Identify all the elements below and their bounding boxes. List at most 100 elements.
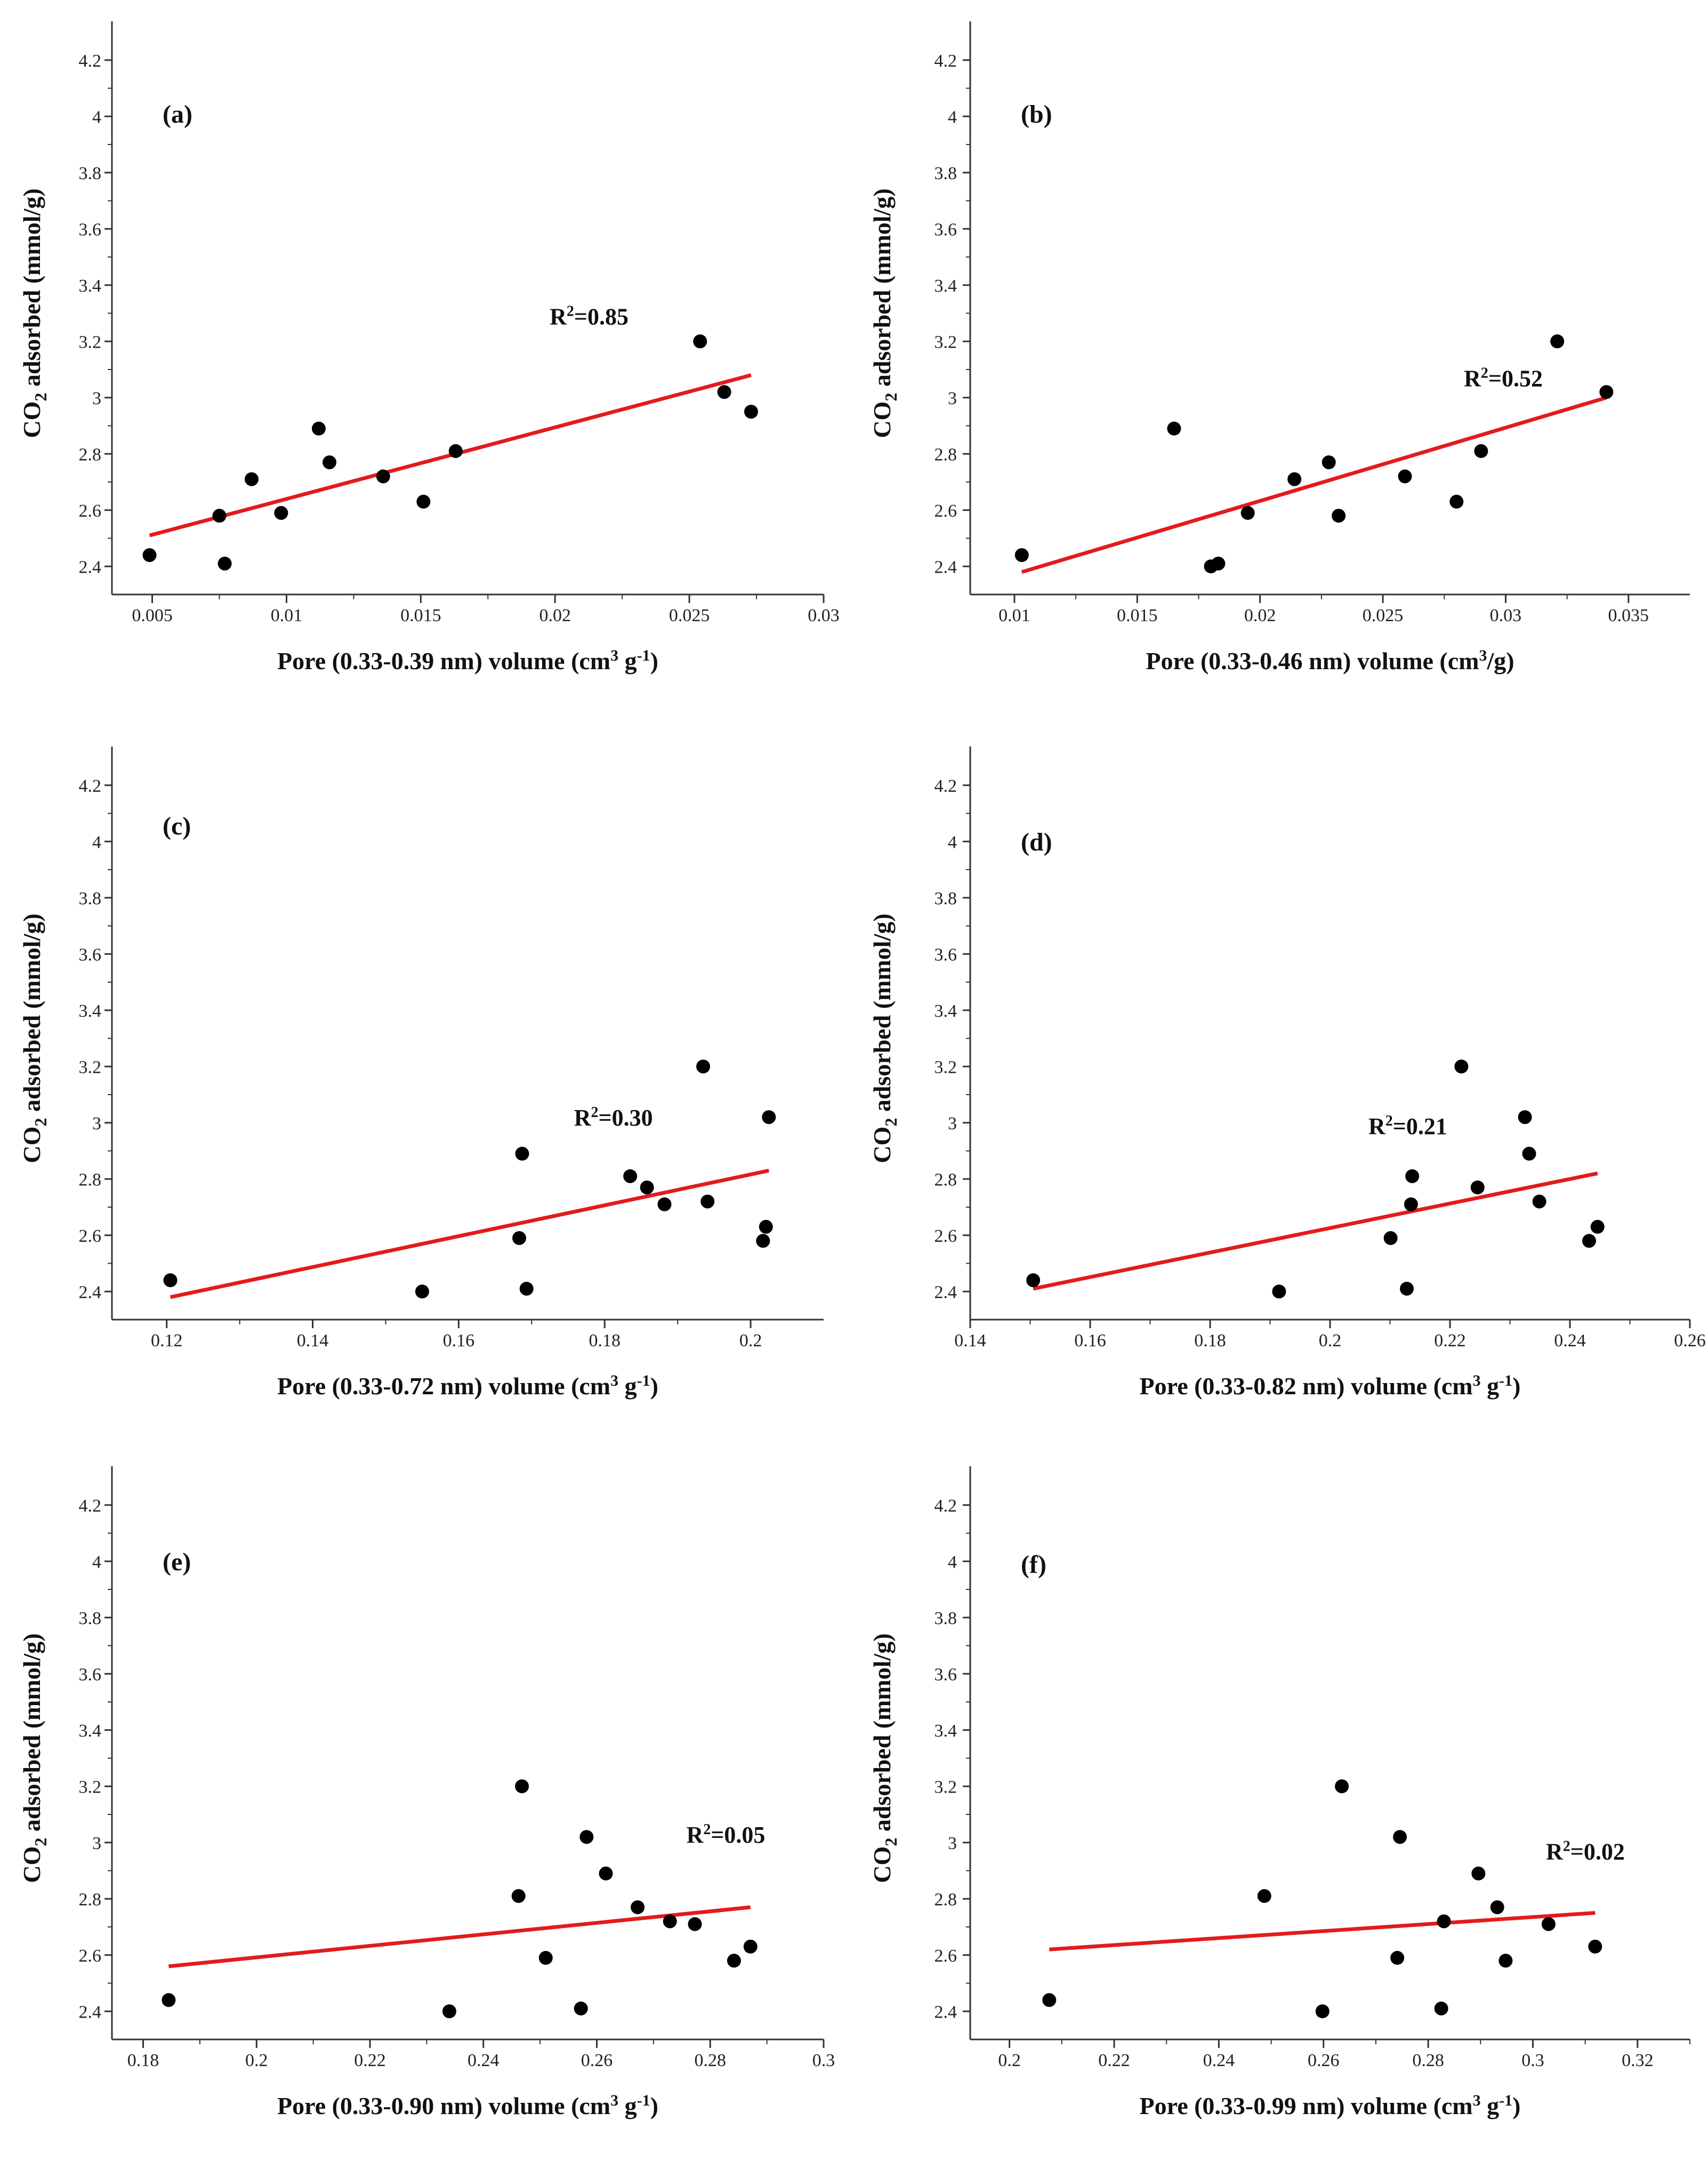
data-point	[1518, 1110, 1532, 1124]
data-point	[1490, 1900, 1504, 1915]
y-tick-label: 3.6	[79, 220, 102, 239]
y-tick-label: 2.8	[934, 445, 957, 464]
x-tick-label: 0.18	[1194, 1331, 1226, 1351]
panel-b: 2.4 2.6 2.8 3 3.2 3.4 3.6 3.8 4 4.2 0.01 0.015 0.02 0…	[868, 21, 1690, 674]
data-point	[759, 1219, 773, 1234]
data-point	[1434, 2001, 1448, 2015]
x-tick-label: 0.2	[1319, 1331, 1342, 1351]
y-tick-label: 2.6	[79, 1946, 102, 1966]
y-axis-title-part: adsorbed (mmol/g)	[18, 913, 45, 1118]
y-tick-label: 3.6	[934, 220, 957, 239]
x-tick-label: 0.02	[1244, 606, 1276, 625]
linear-fit-line	[168, 1905, 751, 1969]
y-tick-label: 2.6	[79, 501, 102, 521]
r-squared-label: R2=0.05	[687, 1821, 766, 1848]
x-tick-label: 0.18	[589, 1331, 621, 1351]
data-point	[1405, 1169, 1420, 1183]
data-point	[519, 1281, 534, 1296]
y-tick-label: 4	[948, 832, 957, 852]
r-squared-label: R2=0.30	[574, 1104, 653, 1131]
x-axis-title-part: Pore (0.33-0.72 nm) volume (cm	[277, 1372, 610, 1400]
data-point	[1400, 1281, 1414, 1296]
x-axis-title: Pore (0.33-0.82 nm) volume (cm3 g-1)	[1140, 1372, 1521, 1400]
data-point	[512, 1231, 527, 1246]
panel-letter: (d)	[1021, 828, 1052, 856]
y-tick-label: 4	[948, 107, 957, 127]
y-tick-label: 3	[92, 389, 101, 408]
x-tick-label: 0.01	[998, 606, 1030, 625]
y-axis-title-part: CO	[868, 401, 896, 438]
y-tick-label: 3.4	[79, 1721, 102, 1741]
data-point	[574, 2001, 588, 2015]
x-tick-label: 0.005	[132, 606, 173, 625]
panel-c: 2.4 2.6 2.8 3 3.2 3.4 3.6 3.8 4 4.2 0.12 0.14 0.16 0.…	[18, 746, 824, 1400]
y-tick-label: 3.2	[79, 1057, 102, 1077]
y-tick-label: 2.8	[934, 1890, 957, 1909]
linear-fit-line	[1049, 1911, 1596, 1951]
x-tick-label: 0.3	[812, 2051, 835, 2070]
y-tick-label: 3.8	[934, 1609, 957, 1628]
x-axis-title-part: g	[618, 1372, 637, 1400]
data-point	[663, 1914, 677, 1929]
r-squared-equals: =	[1570, 1838, 1584, 1865]
data-point	[1590, 1219, 1605, 1234]
panel-a: 2.4 2.6 2.8 3 3.2 3.4 3.6 3.8 4 4.2 0.005 0.01 0.015…	[18, 21, 840, 674]
data-point	[1532, 1194, 1546, 1209]
x-axis-title-part: -1	[1499, 1372, 1512, 1389]
data-point	[657, 1197, 672, 1211]
y-tick-label: 3.4	[934, 276, 957, 296]
x-tick-label: 0.26	[581, 2051, 613, 2070]
y-axis-title-sub: 2	[31, 393, 50, 401]
y-tick-label: 3	[92, 1834, 101, 1853]
r-squared-symbol: R	[1368, 1113, 1386, 1139]
data-point	[1454, 1059, 1469, 1074]
x-axis-title-part: Pore (0.33-0.90 nm) volume (cm	[277, 2092, 610, 2119]
data-point	[274, 506, 288, 520]
x-axis-title-part: )	[650, 2092, 658, 2119]
y-tick-label: 3.2	[934, 1057, 957, 1077]
y-axis-title-part: CO	[18, 1846, 45, 1883]
y-axis-title-sub: 2	[31, 1118, 50, 1127]
x-axis-title-part: Pore (0.33-0.46 nm) volume (cm	[1146, 647, 1479, 674]
data-point	[1582, 1234, 1596, 1248]
linear-fit-line	[170, 1169, 770, 1299]
y-tick-label: 3.6	[934, 945, 957, 965]
data-point	[1167, 421, 1181, 436]
y-axis-title: CO2 adsorbed (mmol/g)	[18, 188, 50, 438]
data-point	[1393, 1830, 1407, 1844]
data-point	[1588, 1939, 1602, 1954]
r-squared-symbol: R	[687, 1822, 704, 1848]
x-axis-title-part: g	[618, 647, 637, 674]
r-squared-exponent: 2	[1481, 365, 1488, 382]
data-point	[1470, 1180, 1485, 1195]
data-point	[1383, 1231, 1398, 1246]
r-squared-label: R2=0.02	[1546, 1838, 1625, 1865]
y-tick-label: 2.4	[79, 557, 102, 577]
data-point	[515, 1779, 529, 1794]
data-point	[1042, 1993, 1057, 2007]
x-axis-title: Pore (0.33-0.90 nm) volume (cm3 g-1)	[277, 2092, 658, 2119]
r-squared-equals: =	[711, 1822, 724, 1848]
y-axis-title-part: adsorbed (mmol/g)	[868, 913, 896, 1118]
x-tick-label: 0.12	[151, 1331, 183, 1351]
x-axis-title: Pore (0.33-0.39 nm) volume (cm3 g-1)	[277, 647, 658, 674]
data-point	[579, 1830, 594, 1844]
data-point	[631, 1900, 645, 1915]
r-squared-equals: =	[599, 1105, 612, 1131]
data-point	[700, 1194, 715, 1209]
data-point	[416, 494, 431, 509]
data-point	[717, 385, 731, 399]
r-squared-exponent: 2	[1385, 1113, 1393, 1129]
r-squared-value: 0.30	[612, 1105, 653, 1131]
panel-letter: (e)	[163, 1548, 191, 1576]
y-axis-title: CO2 adsorbed (mmol/g)	[868, 913, 900, 1163]
y-tick-label: 4	[948, 1552, 957, 1572]
y-tick-label: 3.4	[79, 1001, 102, 1021]
x-axis-title-part: )	[1512, 1372, 1520, 1400]
x-axis-title-part: -1	[1499, 2092, 1512, 2109]
data-point	[1257, 1889, 1271, 1903]
data-point	[727, 1954, 741, 1968]
x-axis-title-part: /g)	[1487, 647, 1514, 674]
y-tick-label: 2.8	[934, 1170, 957, 1190]
y-tick-label: 3.8	[934, 164, 957, 183]
